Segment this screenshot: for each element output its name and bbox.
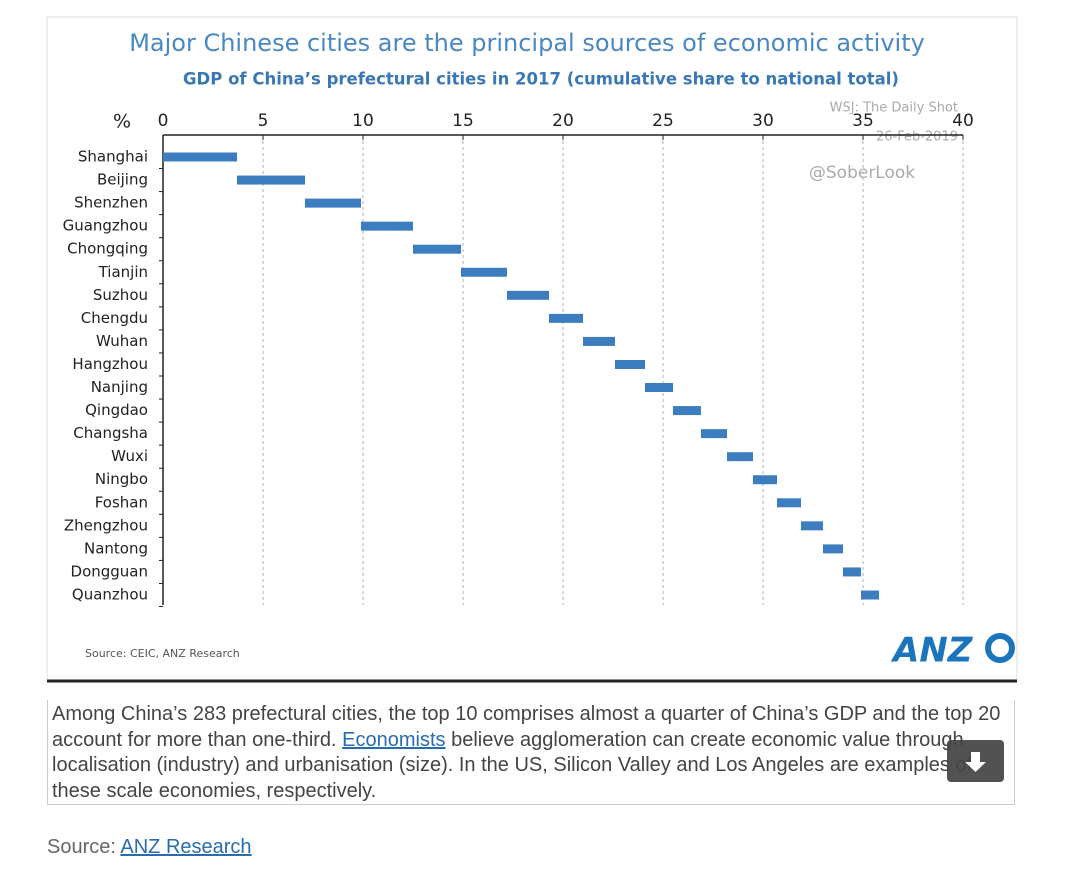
bar [753, 475, 777, 485]
bar [583, 336, 615, 346]
x-tick-label: 35 [852, 111, 874, 131]
x-tick-label: 20 [552, 111, 574, 131]
watermark: 26-Feb-2019 [876, 130, 958, 145]
bar [861, 590, 879, 600]
y-tick-label: Hangzhou [72, 355, 148, 373]
chart-title: Major Chinese cities are the principal s… [129, 29, 925, 57]
y-tick-label: Tianjin [98, 263, 148, 281]
bar [413, 244, 461, 254]
x-tick-label: 10 [352, 111, 374, 131]
bar [507, 290, 549, 300]
y-tick-label: Foshan [95, 493, 148, 511]
y-tick-label: Nanjing [91, 378, 148, 396]
chart-source: Source: CEIC, ANZ Research [85, 647, 240, 660]
bar [361, 221, 413, 231]
bar [727, 452, 753, 462]
y-tick-label: Shanghai [78, 148, 148, 166]
download-icon [965, 752, 986, 772]
chart-subtitle: GDP of China’s prefectural cities in 201… [183, 70, 899, 89]
caption-text: Among China’s 283 prefectural cities, th… [52, 703, 1001, 751]
bar [801, 521, 823, 531]
bar [615, 359, 645, 369]
x-tick-label: 5 [258, 111, 269, 131]
bar [843, 567, 861, 577]
x-tick-label: 25 [652, 111, 674, 131]
y-tick-label: Wuxi [111, 447, 148, 465]
watermark: WSJ: The Daily Shot [830, 101, 958, 116]
bar [645, 383, 673, 393]
caption-text: believe agglomeration can create economi… [52, 728, 973, 802]
caption-link[interactable]: Economists [342, 728, 446, 751]
y-tick-label: Ningbo [95, 470, 148, 488]
download-button[interactable] [947, 740, 1004, 782]
bar [305, 198, 361, 208]
logo-icon [985, 633, 1015, 663]
axis-label: % [113, 111, 131, 133]
y-tick-label: Shenzhen [74, 194, 148, 212]
y-tick-label: Beijing [97, 171, 148, 189]
x-tick-label: 15 [452, 111, 474, 131]
bar [163, 152, 237, 162]
caption: Among China’s 283 prefectural cities, th… [47, 700, 1015, 805]
bar [237, 175, 305, 185]
y-tick-label: Dongguan [71, 562, 148, 580]
bar [673, 406, 701, 416]
watermark: @SoberLook [809, 163, 915, 183]
source-link[interactable]: ANZ Research [120, 836, 252, 858]
y-tick-label: Changsha [73, 424, 148, 442]
y-tick-label: Zhengzhou [64, 516, 148, 534]
x-tick-label: 30 [752, 111, 774, 131]
bar [777, 498, 801, 508]
y-tick-label: Qingdao [85, 401, 148, 419]
bar [823, 544, 843, 554]
y-tick-label: Guangzhou [63, 217, 148, 235]
x-tick-label: 0 [158, 111, 169, 131]
source: Source: ANZ Research [47, 836, 252, 859]
y-tick-label: Chengdu [81, 309, 148, 327]
bar [701, 429, 727, 439]
bar [461, 267, 507, 277]
y-tick-label: Suzhou [93, 286, 148, 304]
logo: ANZ [890, 631, 974, 671]
x-tick-label: 40 [952, 111, 974, 131]
y-tick-label: Nantong [84, 539, 148, 557]
source-label: Source: [47, 836, 116, 858]
chart: Major Chinese cities are the principal s… [46, 16, 1018, 683]
y-tick-label: Quanzhou [72, 586, 148, 604]
bar [549, 313, 583, 323]
y-tick-label: Chongqing [67, 240, 148, 258]
y-tick-label: Wuhan [96, 332, 148, 350]
